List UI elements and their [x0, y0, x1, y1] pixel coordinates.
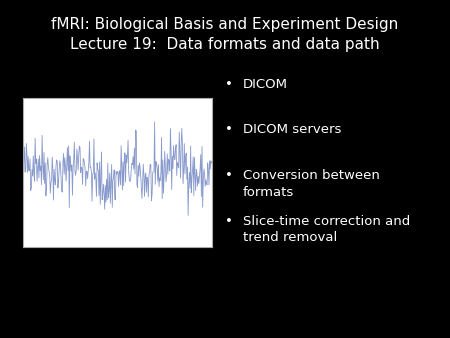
Text: Conversion between
formats: Conversion between formats	[243, 169, 380, 198]
Text: •: •	[225, 123, 233, 136]
Text: DICOM servers: DICOM servers	[243, 123, 342, 136]
Text: fMRI: Biological Basis and Experiment Design
Lecture 19:  Data formats and data : fMRI: Biological Basis and Experiment De…	[51, 17, 399, 52]
Text: •: •	[225, 169, 233, 182]
Text: DICOM: DICOM	[243, 78, 288, 91]
Text: Slice-time correction and
trend removal: Slice-time correction and trend removal	[243, 215, 410, 244]
Text: •: •	[225, 215, 233, 227]
Text: •: •	[225, 78, 233, 91]
